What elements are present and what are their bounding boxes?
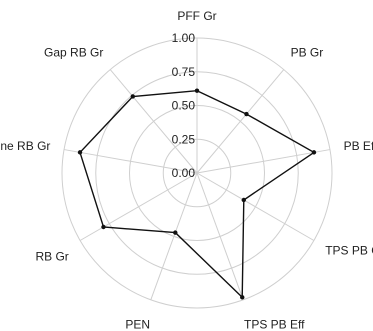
data-point bbox=[241, 197, 246, 203]
series-line bbox=[79, 89, 316, 299]
spoke-line bbox=[196, 172, 315, 241]
data-point bbox=[194, 88, 200, 93]
category-label: RB Gr bbox=[35, 250, 68, 264]
spoke-line bbox=[196, 69, 285, 174]
data-point bbox=[244, 111, 249, 117]
data-point bbox=[173, 230, 178, 235]
spoke-line bbox=[196, 149, 331, 174]
category-label: TPS PB Eff bbox=[244, 318, 305, 331]
data-point bbox=[101, 224, 106, 230]
radial-tick-label: 0.75 bbox=[172, 65, 196, 79]
category-labels: PFF Gr PB Gr PB Eff TPS PB Gr TPS PB Eff PEN R… bbox=[0, 9, 373, 331]
spoke-line bbox=[109, 69, 198, 174]
radial-tick-label: 0.00 bbox=[172, 166, 196, 180]
category-label: Zone RB Gr bbox=[0, 139, 50, 153]
spoke-line bbox=[63, 149, 198, 174]
data-series bbox=[77, 88, 317, 300]
category-label: PB Gr bbox=[291, 45, 324, 59]
category-spokes bbox=[63, 38, 331, 301]
data-point bbox=[240, 295, 245, 300]
category-label: PFF Gr bbox=[177, 9, 216, 23]
spoke-line bbox=[79, 172, 198, 241]
radial-tick-label: 0.25 bbox=[172, 132, 196, 146]
spoke-line bbox=[150, 172, 198, 301]
category-label: PB Eff bbox=[344, 139, 373, 153]
data-point bbox=[311, 150, 317, 155]
data-point bbox=[77, 150, 83, 155]
radial-tick-label: 1.00 bbox=[172, 31, 196, 45]
category-label: TPS PB Gr bbox=[325, 244, 373, 258]
category-label: PEN bbox=[125, 318, 150, 331]
spoke-line bbox=[196, 172, 244, 301]
radial-tick-labels: 0.00 0.25 0.50 0.75 1.00 bbox=[172, 31, 196, 180]
category-label: Gap RB Gr bbox=[44, 45, 103, 59]
radial-tick-label: 0.50 bbox=[172, 99, 196, 113]
data-point bbox=[130, 94, 135, 99]
